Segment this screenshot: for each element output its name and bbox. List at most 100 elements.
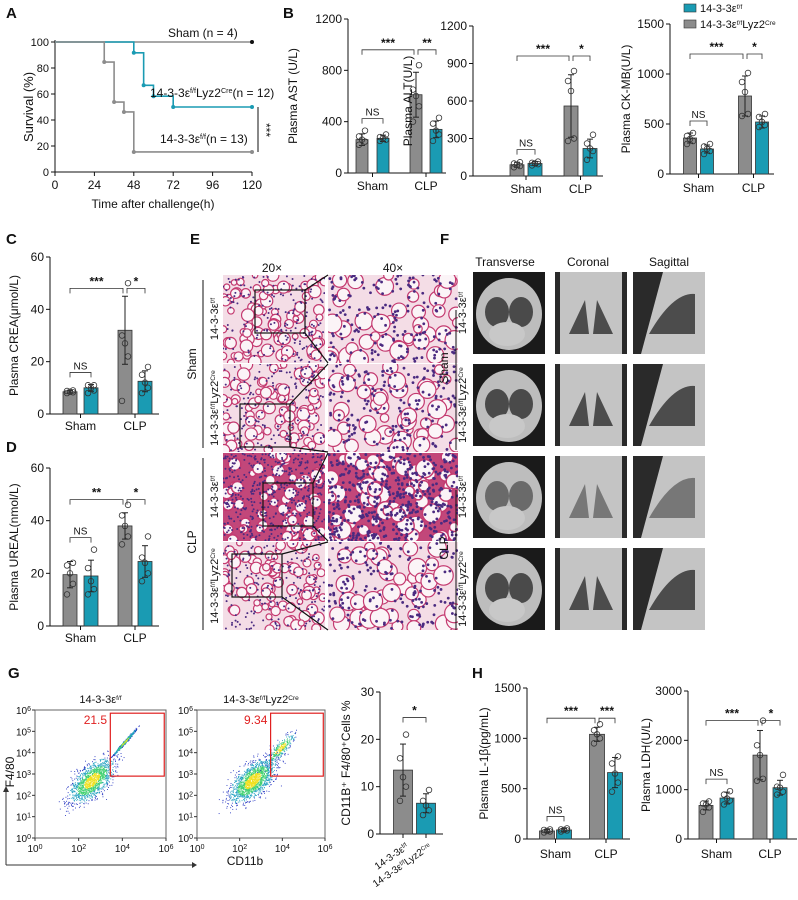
- alveolus: [425, 557, 440, 572]
- nucleus: [338, 604, 342, 607]
- nucleus: [285, 513, 288, 516]
- event-dot: [80, 785, 82, 787]
- nucleus: [320, 486, 323, 489]
- nucleus: [432, 374, 435, 377]
- event-dot: [108, 765, 110, 766]
- event-dot: [85, 795, 87, 796]
- nucleus: [389, 367, 393, 370]
- event-dot: [96, 771, 98, 773]
- event-dot: [105, 779, 107, 781]
- nucleus: [331, 477, 334, 481]
- event-dot: [96, 767, 98, 769]
- nucleus: [432, 364, 435, 368]
- event-dot: [100, 769, 102, 771]
- nucleus: [390, 513, 393, 517]
- event-dot: [99, 784, 100, 785]
- y-tick-label: 0: [37, 619, 44, 633]
- event-dot: [88, 775, 89, 777]
- nucleus: [346, 518, 350, 522]
- nucleus: [380, 482, 383, 486]
- nucleus: [263, 479, 266, 482]
- event-dot: [101, 773, 103, 775]
- nucleus: [299, 359, 302, 362]
- ct-body: [560, 364, 622, 446]
- event-dot: [102, 769, 104, 771]
- event-dot: [91, 780, 93, 782]
- event-dot: [101, 781, 103, 783]
- nucleus: [304, 538, 307, 541]
- event-dot: [102, 753, 104, 755]
- nucleus: [293, 532, 296, 535]
- nucleus: [342, 440, 346, 444]
- data-point: [563, 827, 571, 834]
- nucleus: [297, 587, 300, 590]
- nucleus: [297, 356, 300, 359]
- event-dot: [91, 779, 92, 781]
- nucleus: [253, 355, 256, 358]
- nucleus: [422, 377, 425, 381]
- nucleus: [254, 404, 257, 407]
- nucleus: [297, 499, 300, 502]
- alveolus: [427, 542, 447, 558]
- nucleus: [239, 570, 242, 573]
- event-dot: [100, 774, 102, 776]
- nucleus: [227, 499, 230, 502]
- event-dot: [108, 775, 109, 777]
- nucleus: [393, 438, 397, 442]
- nucleus: [231, 621, 234, 624]
- significance-bracket: [516, 55, 570, 61]
- nucleus: [355, 536, 358, 540]
- data-point: [586, 145, 594, 152]
- event-dot: [78, 791, 80, 792]
- event-dot: [107, 766, 109, 767]
- nucleus: [234, 496, 237, 499]
- event-dot: [77, 786, 79, 788]
- nucleus: [250, 529, 253, 532]
- y-tick-label: 500: [644, 117, 664, 131]
- nucleus: [443, 347, 447, 351]
- nucleus: [334, 526, 338, 530]
- event-dot: [120, 755, 122, 757]
- event-dot: [97, 763, 99, 765]
- nucleus: [395, 512, 399, 515]
- event-dot: [135, 729, 137, 731]
- event-dot: [93, 787, 95, 788]
- nucleus: [401, 515, 404, 519]
- nucleus: [423, 513, 427, 516]
- ct-lung: [509, 389, 533, 419]
- nucleus: [368, 467, 372, 471]
- nucleus: [352, 531, 355, 535]
- nucleus: [400, 533, 403, 537]
- data-point: [779, 788, 787, 795]
- event-dot: [104, 759, 106, 761]
- nucleus: [258, 476, 261, 479]
- nucleus: [289, 506, 292, 509]
- data-point: [528, 159, 536, 167]
- event-dot: [84, 778, 86, 780]
- nucleus: [279, 293, 282, 296]
- alveolus: [231, 397, 239, 406]
- nucleus: [341, 557, 345, 560]
- nucleus: [361, 469, 365, 473]
- ct-image: [555, 548, 627, 630]
- event-dot: [88, 774, 90, 776]
- event-dot: [81, 777, 83, 779]
- nucleus: [226, 564, 229, 567]
- nucleus: [306, 528, 309, 531]
- nucleus: [328, 514, 330, 518]
- event-dot: [94, 796, 96, 798]
- nucleus: [380, 388, 383, 391]
- data-point: [69, 389, 77, 396]
- nucleus: [414, 399, 418, 403]
- nucleus: [239, 384, 242, 387]
- event-dot: [110, 775, 112, 776]
- nucleus: [254, 376, 257, 379]
- nucleus: [332, 429, 336, 432]
- nucleus: [283, 324, 286, 327]
- nucleus: [452, 365, 456, 369]
- nucleus: [363, 437, 367, 441]
- event-dot: [122, 743, 124, 745]
- nucleus: [328, 378, 331, 382]
- nucleus: [329, 411, 332, 415]
